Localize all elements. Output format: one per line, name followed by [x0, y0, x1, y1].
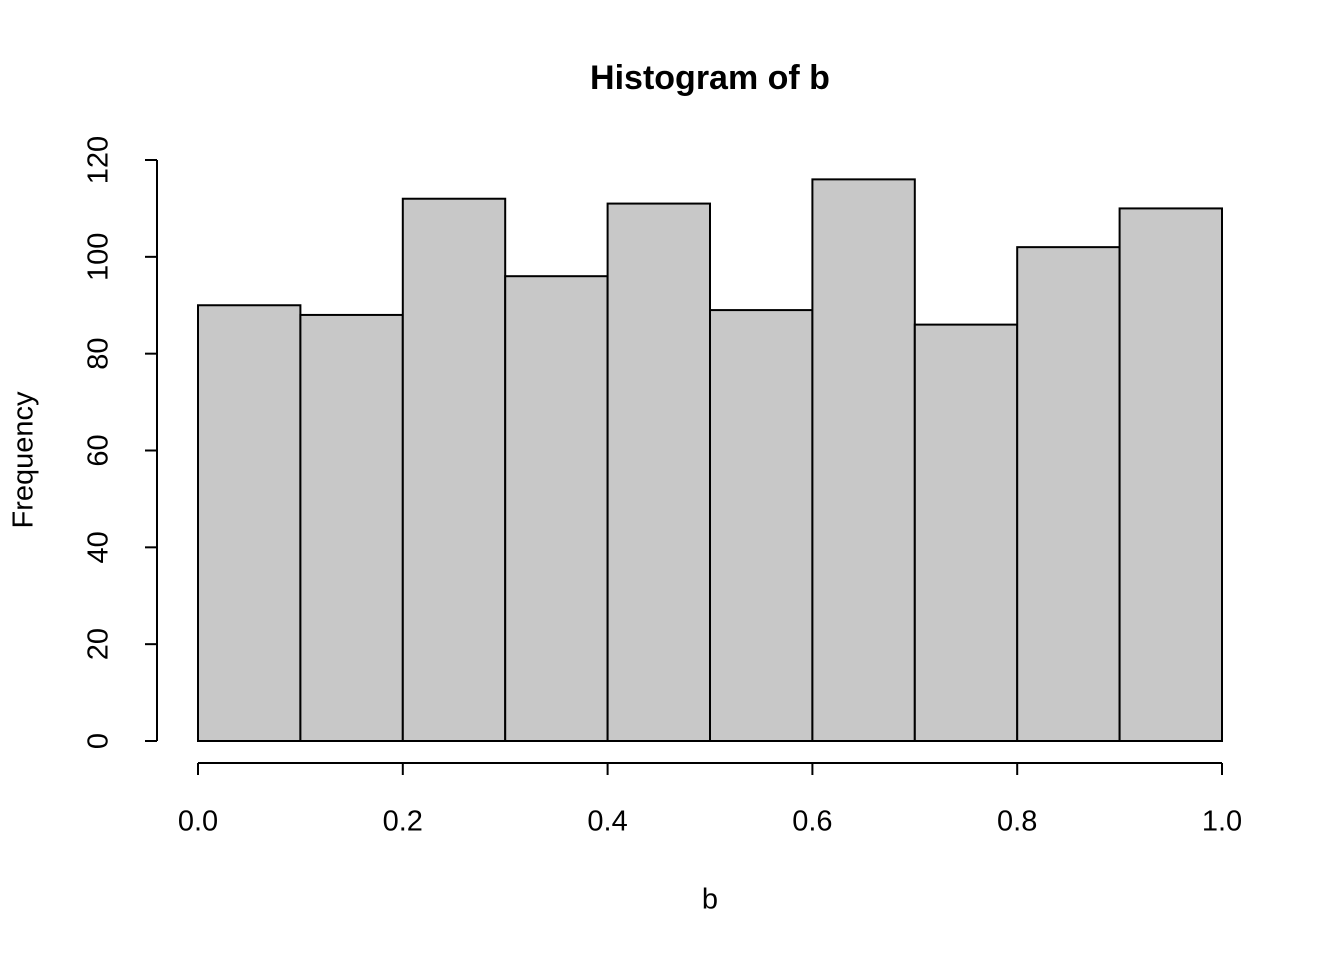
y-tick-label: 120 — [83, 136, 115, 184]
x-tick-label: 0.8 — [997, 806, 1037, 838]
bar — [913, 323, 1019, 742]
y-tick-label: 0 — [83, 733, 115, 749]
x-tick-label: 0.2 — [383, 806, 423, 838]
bar — [709, 309, 814, 742]
y-tick-label: 80 — [83, 338, 115, 370]
bar — [811, 178, 916, 743]
bar — [1016, 246, 1121, 742]
bar — [401, 197, 507, 742]
bar — [504, 275, 609, 742]
bar — [1118, 207, 1223, 742]
x-tick-label: 0.6 — [792, 806, 832, 838]
y-tick-label: 60 — [83, 434, 115, 466]
bar — [606, 202, 711, 742]
y-axis-label: Frequency — [8, 391, 40, 529]
x-axis-label: b — [702, 884, 718, 916]
y-tick-label: 40 — [83, 531, 115, 563]
x-tick-label: 0.0 — [178, 806, 218, 838]
bar — [299, 313, 404, 742]
bar — [197, 304, 302, 742]
y-tick-label: 100 — [83, 233, 115, 281]
x-tick-label: 0.4 — [587, 806, 627, 838]
y-tick-label: 20 — [83, 628, 115, 660]
chart-title: Histogram of b — [590, 59, 830, 97]
x-tick-label: 1.0 — [1202, 806, 1242, 838]
